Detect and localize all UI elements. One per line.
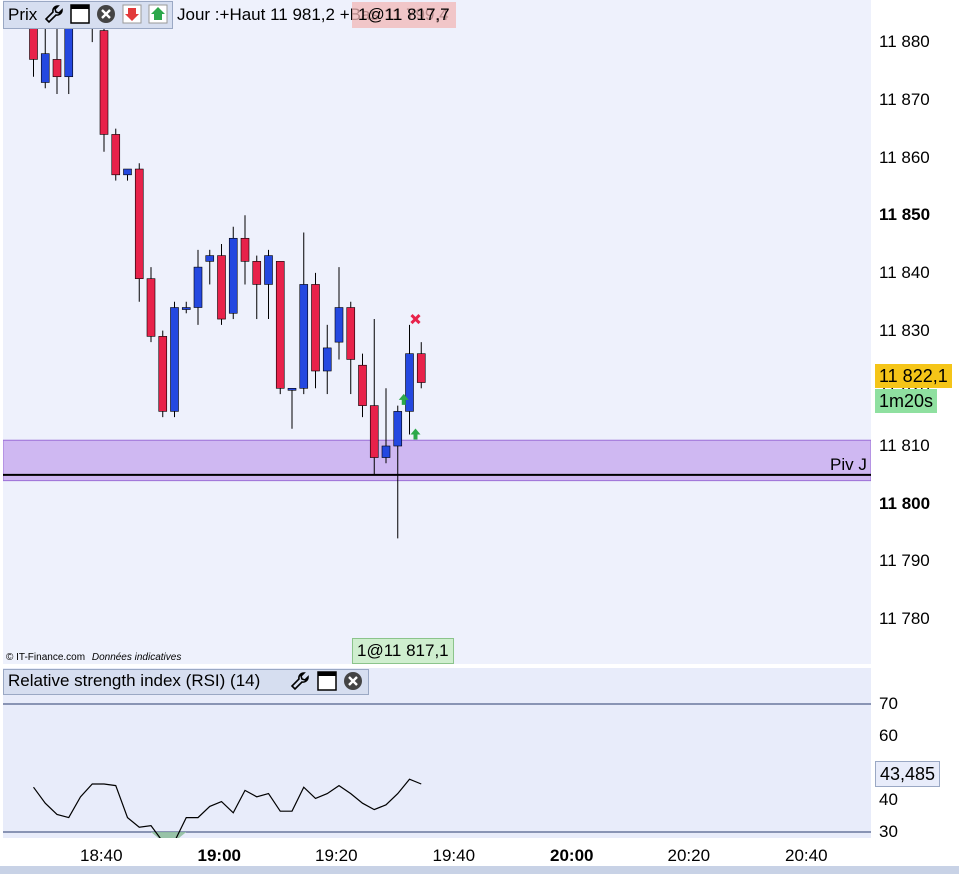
rsi-panel[interactable] [3,668,871,843]
price-tick-label: 11 830 [879,320,930,340]
rsi-tick-label: 40 [879,790,898,809]
candle[interactable] [217,244,226,325]
rsi-window-icon[interactable] [317,671,337,691]
price-axis[interactable]: 11 880 11 870 11 860 11 850 11 840 11 830 11 8… [871,0,959,664]
price-tick-label: 11 780 [879,609,930,629]
candle[interactable] [358,353,367,418]
rsi-tick-label: 70 [879,694,898,713]
candle[interactable] [287,387,297,429]
candle[interactable] [146,267,156,343]
price-tick-label: 11 870 [879,89,930,109]
time-tick-label: 18:40 [80,846,123,865]
move-up-icon[interactable] [148,4,168,24]
rsi-line[interactable] [33,778,422,843]
candle[interactable] [334,267,344,360]
order-badge[interactable]: 1@11 817,1 [352,638,454,664]
candle[interactable] [181,301,191,314]
overlay-badge: 1@11 817,7 [352,2,456,28]
candle[interactable] [134,163,144,302]
candle[interactable] [405,324,414,435]
price-tick-label: 11 840 [879,262,930,282]
candle[interactable] [99,19,109,152]
time-tick-label: 20:20 [667,846,711,865]
close-icon[interactable] [96,4,116,24]
rsi-tick-label: 60 [879,726,898,745]
candle[interactable] [311,272,320,389]
candle[interactable] [123,168,132,181]
candle[interactable] [381,388,391,464]
candle[interactable] [252,255,262,320]
rsi-wrench-icon[interactable] [290,671,310,691]
countdown-badge: 1m20s [875,389,938,413]
candle[interactable] [158,330,168,418]
rsi-chart-svg[interactable] [3,668,871,843]
watermark: © IT-Finance.com Données indicatives [6,652,181,663]
watermark-brand: © IT-Finance.com [6,652,86,663]
price-chart-svg[interactable] [2,0,872,664]
candle[interactable] [299,232,309,395]
price-chart-panel[interactable] [2,0,872,664]
rsi-close-icon[interactable] [343,671,363,691]
candle[interactable] [322,324,332,395]
candle[interactable] [264,249,273,320]
candle[interactable] [416,342,426,389]
price-tick-label: 11 850 [879,205,931,225]
price-tick-label: 11 790 [879,551,930,571]
move-down-icon[interactable] [122,4,142,24]
buy-marker-icon [398,393,409,405]
time-tick-label: 19:00 [197,846,241,865]
buy-marker-icon [410,428,421,440]
time-tick-label: 20:00 [550,846,594,865]
candle[interactable] [369,319,379,475]
time-tick-label: 19:20 [315,846,358,865]
candle[interactable] [346,301,356,395]
bottom-scrollbar[interactable] [0,866,959,874]
candle[interactable] [170,301,179,418]
candle[interactable] [205,249,215,285]
price-tick-label: 11 800 [879,493,931,513]
rsi-header-title: Relative strength index (RSI) (14) [8,671,261,690]
watermark-note: Données indicatives [91,652,182,663]
candle[interactable] [193,249,203,325]
price-tick-label: 11 880 [879,32,930,52]
wrench-icon[interactable] [44,4,64,24]
time-tick-label: 20:40 [785,846,828,865]
current-price-badge: 11 822,1 [875,364,952,388]
pivot-label: Piv J [830,455,867,474]
rsi-header-bar [3,669,369,695]
candle[interactable] [228,226,238,320]
candle[interactable] [111,128,121,181]
price-tick-label: 11 860 [879,147,930,167]
price-header-title: Prix [8,5,38,24]
time-tick-label: 19:40 [432,846,476,865]
window-icon[interactable] [70,4,90,24]
candle[interactable] [240,215,250,285]
rsi-value-badge: 43,485 [875,761,941,787]
candle[interactable] [275,261,285,395]
price-tick-label: 11 810 [879,436,930,455]
sell-marker-icon [410,313,421,325]
candle[interactable] [393,405,403,539]
rsi-tick-label: 30 [879,822,898,841]
rsi-axis[interactable]: 7060504030 [871,668,959,841]
